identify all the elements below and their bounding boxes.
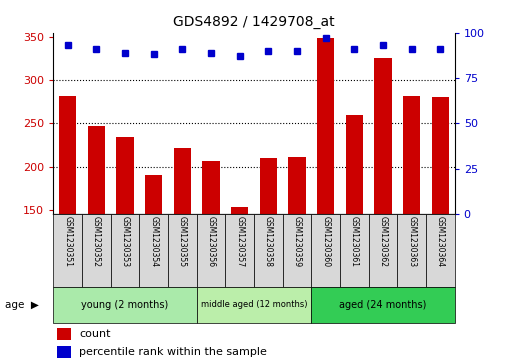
Text: percentile rank within the sample: percentile rank within the sample bbox=[79, 347, 267, 357]
Bar bbox=[311, 214, 340, 287]
Text: GSM1230357: GSM1230357 bbox=[235, 216, 244, 268]
Bar bbox=[374, 58, 392, 214]
Bar bbox=[139, 214, 168, 287]
Bar bbox=[289, 157, 306, 214]
Text: GSM1230363: GSM1230363 bbox=[407, 216, 416, 268]
Text: GSM1230361: GSM1230361 bbox=[350, 216, 359, 267]
Bar bbox=[197, 287, 311, 323]
Bar bbox=[202, 162, 219, 214]
Text: GSM1230362: GSM1230362 bbox=[378, 216, 388, 267]
Text: count: count bbox=[79, 329, 111, 339]
Bar bbox=[168, 214, 197, 287]
Bar bbox=[282, 214, 311, 287]
Text: young (2 months): young (2 months) bbox=[81, 300, 169, 310]
Bar bbox=[116, 137, 134, 214]
Text: GSM1230355: GSM1230355 bbox=[178, 216, 187, 268]
Bar bbox=[254, 214, 282, 287]
Bar bbox=[346, 115, 363, 214]
Bar bbox=[111, 214, 139, 287]
Bar bbox=[260, 158, 277, 214]
Text: GSM1230353: GSM1230353 bbox=[120, 216, 130, 268]
Bar bbox=[403, 96, 420, 214]
Bar bbox=[88, 126, 105, 214]
Title: GDS4892 / 1429708_at: GDS4892 / 1429708_at bbox=[173, 15, 335, 29]
Bar bbox=[317, 38, 334, 214]
Bar bbox=[369, 214, 397, 287]
Text: middle aged (12 months): middle aged (12 months) bbox=[201, 301, 307, 309]
Bar bbox=[432, 98, 449, 214]
Bar bbox=[226, 214, 254, 287]
Text: aged (24 months): aged (24 months) bbox=[339, 300, 427, 310]
Bar bbox=[231, 207, 248, 214]
Text: age  ▶: age ▶ bbox=[5, 300, 39, 310]
Text: GSM1230351: GSM1230351 bbox=[63, 216, 72, 267]
Bar bbox=[145, 175, 162, 214]
Bar bbox=[53, 287, 197, 323]
Bar bbox=[53, 214, 82, 287]
Bar bbox=[426, 214, 455, 287]
Text: GSM1230364: GSM1230364 bbox=[436, 216, 445, 268]
Bar bbox=[174, 148, 191, 214]
Bar bbox=[340, 214, 369, 287]
Text: GSM1230358: GSM1230358 bbox=[264, 216, 273, 267]
Bar bbox=[311, 287, 455, 323]
Bar bbox=[397, 214, 426, 287]
Text: GSM1230354: GSM1230354 bbox=[149, 216, 158, 268]
Bar bbox=[197, 214, 226, 287]
Bar bbox=[59, 96, 76, 214]
Text: GSM1230352: GSM1230352 bbox=[92, 216, 101, 267]
Bar bbox=[57, 328, 72, 340]
Text: GSM1230356: GSM1230356 bbox=[206, 216, 215, 268]
Text: GSM1230360: GSM1230360 bbox=[321, 216, 330, 268]
Bar bbox=[57, 346, 72, 358]
Text: GSM1230359: GSM1230359 bbox=[293, 216, 302, 268]
Bar bbox=[82, 214, 111, 287]
